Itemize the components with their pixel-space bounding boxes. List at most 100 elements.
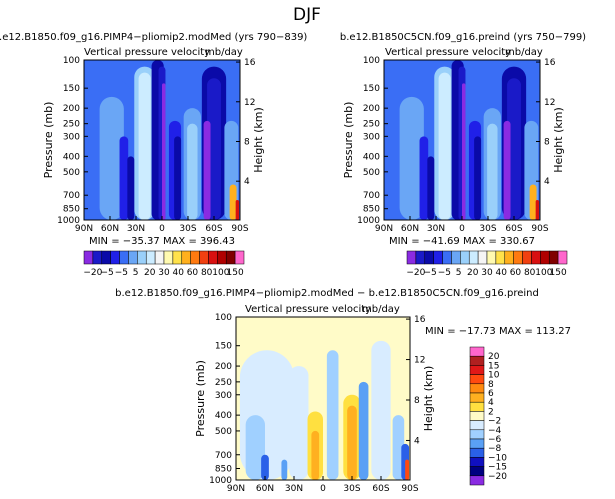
colorbar-swatch bbox=[172, 250, 183, 265]
height-tick-label: 8 bbox=[414, 396, 420, 406]
colorbar-swatch bbox=[495, 250, 506, 265]
x-tick-label: 60N bbox=[101, 224, 119, 234]
y-tick-label: 1000 bbox=[57, 216, 80, 226]
y-tick-label: 300 bbox=[215, 391, 232, 401]
contour-band bbox=[487, 123, 498, 220]
y-tick-label: 400 bbox=[363, 152, 380, 162]
panel-title: b.e12.B1850.f09_g16.PIMP4−pliomip2.modMe… bbox=[115, 288, 539, 299]
height-tick-label: 4 bbox=[544, 177, 550, 187]
y-tick-label: 150 bbox=[215, 342, 232, 352]
contour-band bbox=[162, 83, 166, 220]
colorbar-swatch bbox=[469, 475, 485, 486]
y-tick-label: 200 bbox=[363, 104, 380, 114]
x-tick-label: 60S bbox=[205, 224, 222, 234]
contour-band bbox=[347, 405, 357, 480]
contour-band bbox=[405, 459, 410, 480]
y-tick-label: 100 bbox=[63, 56, 80, 66]
height-tick-label: 8 bbox=[544, 137, 550, 147]
colorbar-swatch bbox=[92, 250, 103, 265]
colorbar-label: −5 bbox=[100, 268, 113, 278]
colorbar-label: 10 bbox=[488, 371, 500, 381]
colorbar-label: −4 bbox=[488, 426, 502, 436]
colorbar-swatch bbox=[424, 250, 434, 265]
colorbar-swatch bbox=[548, 250, 559, 265]
colorbar-swatch bbox=[513, 250, 523, 265]
contour-band bbox=[138, 72, 151, 220]
contour-band bbox=[507, 78, 521, 221]
plot-area bbox=[383, 59, 541, 221]
colorbar-swatch bbox=[163, 250, 174, 265]
colorbar-label: 100 bbox=[212, 268, 229, 278]
contour-band bbox=[399, 96, 424, 220]
height-tick-label: 12 bbox=[244, 98, 255, 108]
y-tick-label: 300 bbox=[63, 132, 80, 142]
y-tick-label: 400 bbox=[63, 152, 80, 162]
panel-difference: b.e12.B1850.f09_g16.PIMP4−pliomip2.modMe… bbox=[115, 288, 571, 494]
x-tick-label: 30S bbox=[179, 224, 196, 234]
contour-band bbox=[503, 120, 511, 220]
contour-band bbox=[187, 123, 198, 220]
panel-preind: b.e12.B1850C5CN.f09_g16.preind (yrs 750−… bbox=[340, 32, 586, 247]
panel-title: b.e12.B1850.f09_g16.PIMP4−pliomip2.modMe… bbox=[0, 32, 307, 43]
colorbar-label: 30 bbox=[481, 268, 493, 278]
x-tick-label: 0 bbox=[320, 484, 326, 494]
height-tick-label: 4 bbox=[244, 177, 250, 187]
colorbar-label: 5 bbox=[133, 268, 139, 278]
colorbar-swatch bbox=[469, 447, 485, 458]
colorbar-swatch bbox=[469, 420, 485, 431]
contour-band bbox=[371, 340, 391, 480]
colorbar-swatch bbox=[433, 250, 443, 265]
colorbar-swatch bbox=[406, 250, 417, 265]
colorbar-swatch bbox=[469, 411, 485, 421]
colorbar-label: −5 bbox=[423, 268, 436, 278]
x-tick-label: 30S bbox=[343, 484, 360, 494]
colorbar-label: 60 bbox=[187, 268, 199, 278]
height-tick-label: 16 bbox=[244, 58, 256, 68]
y-tick-label: 200 bbox=[215, 362, 232, 372]
y-tick-label: 250 bbox=[215, 378, 232, 388]
y-tick-label: 500 bbox=[363, 168, 380, 178]
x-tick-label: 90S bbox=[531, 224, 548, 234]
x-tick-label: 60S bbox=[372, 484, 389, 494]
plot-area bbox=[235, 316, 411, 481]
contour-band bbox=[462, 83, 466, 220]
colorbar-label: 5 bbox=[456, 268, 462, 278]
colorbar-label: 15 bbox=[488, 361, 499, 371]
colorbar-label: 40 bbox=[172, 268, 184, 278]
height-axis-label: Height (km) bbox=[552, 107, 565, 173]
x-tick-label: 90S bbox=[231, 224, 248, 234]
y-tick-label: 100 bbox=[363, 56, 380, 66]
colorbar-label: −5 bbox=[115, 268, 128, 278]
contour-band bbox=[127, 156, 135, 220]
colorbar-swatch bbox=[469, 365, 485, 375]
y-tick-label: 850 bbox=[63, 205, 80, 215]
height-tick-label: 4 bbox=[414, 436, 420, 446]
x-tick-label: 30N bbox=[285, 484, 303, 494]
colorbar-swatch bbox=[522, 250, 532, 265]
height-tick-label: 12 bbox=[414, 356, 425, 366]
panel-subtitle: Vertical pressure velocity bbox=[385, 47, 511, 58]
contour-band bbox=[474, 136, 482, 220]
contour-band bbox=[438, 72, 451, 220]
contour-band bbox=[358, 381, 369, 480]
height-tick-label: 12 bbox=[544, 98, 555, 108]
colorbar-swatch bbox=[460, 250, 470, 265]
panel-units: mb/day bbox=[505, 47, 543, 58]
x-tick-label: 30N bbox=[127, 224, 145, 234]
colorbar-label: 20 bbox=[488, 352, 500, 362]
y-tick-label: 300 bbox=[363, 132, 380, 142]
contour-band bbox=[99, 96, 124, 220]
contour-band bbox=[281, 459, 288, 480]
y-axis-label: Pressure (mb) bbox=[42, 102, 55, 179]
height-axis-ticks: 4 8 12 16 bbox=[406, 315, 426, 446]
x-tick-label: 60S bbox=[505, 224, 522, 234]
colorbar-swatch bbox=[557, 250, 568, 265]
colorbar-swatch bbox=[234, 250, 245, 265]
x-tick-label: 60N bbox=[256, 484, 274, 494]
height-axis-ticks: 4 8 12 16 bbox=[536, 58, 556, 187]
min-max-stats: MIN = −17.73 MAX = 113.27 bbox=[425, 326, 571, 337]
